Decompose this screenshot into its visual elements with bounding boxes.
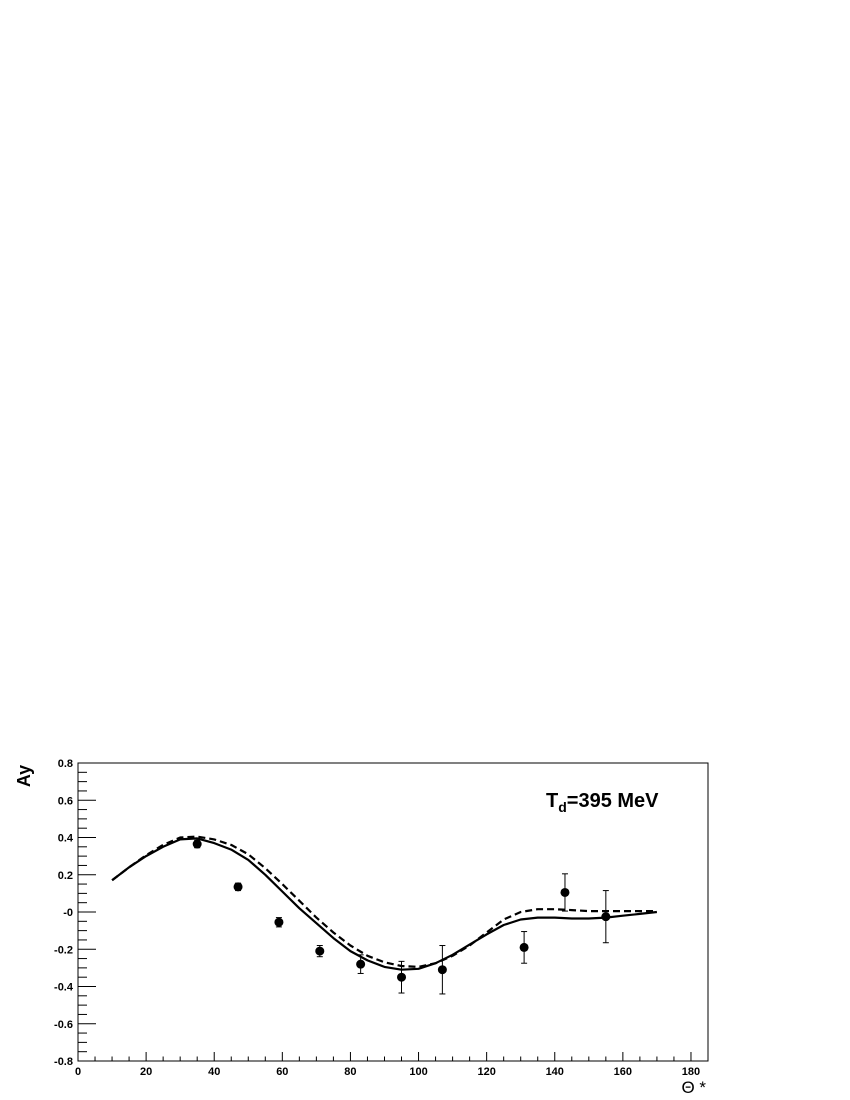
x-tick-label: 100 [409, 1066, 427, 1078]
y-tick-label: -0.2 [54, 944, 73, 956]
data-point [437, 965, 447, 975]
y-tick-label: 0.2 [58, 870, 73, 882]
annotation-subscript: d [558, 799, 567, 815]
dashed-curve [111, 835, 657, 968]
data-point [192, 839, 202, 849]
x-tick-label: 0 [75, 1066, 81, 1078]
x-axis-title: Θ * [681, 1078, 706, 1097]
data-point [397, 972, 407, 982]
data-point [519, 942, 529, 952]
x-tick-label: 60 [276, 1066, 288, 1078]
x-tick-label: 180 [682, 1066, 700, 1078]
curves-layer [111, 835, 658, 971]
data-point [601, 912, 611, 922]
data-point [233, 882, 243, 892]
points-layer [192, 839, 611, 995]
x-tick-label: 80 [344, 1066, 356, 1078]
y-tick-label: 0.4 [58, 833, 74, 845]
y-axis-title: Ay [14, 765, 34, 787]
y-tick-label: -0.8 [54, 1056, 73, 1068]
x-tick-label: 160 [614, 1066, 632, 1078]
energy-annotation: Td=395 MeV [546, 790, 659, 815]
ticks-layer: 0 20 40 60 80 100 120 140 160 180 -0.8 -0.6 -0.4 -0.2… [54, 758, 709, 1078]
data-point [560, 887, 570, 897]
solid-curve [111, 837, 658, 971]
y-tick-label: 0.6 [58, 795, 73, 807]
x-tick-label: 20 [140, 1066, 152, 1078]
x-tick-label: 120 [477, 1066, 495, 1078]
data-point [356, 959, 366, 969]
y-tick-label: -0.6 [54, 1019, 73, 1031]
data-point [315, 946, 325, 956]
data-point [274, 917, 284, 927]
y-tick-label: 0.8 [58, 758, 73, 770]
y-tick-label: -0.4 [54, 982, 74, 994]
x-tick-label: 40 [208, 1066, 220, 1078]
x-tick-label: 140 [546, 1066, 564, 1078]
annotation-rest: =395 MeV [567, 790, 659, 812]
annotation-main: T [546, 790, 558, 812]
y-tick-label: -0 [63, 907, 73, 919]
